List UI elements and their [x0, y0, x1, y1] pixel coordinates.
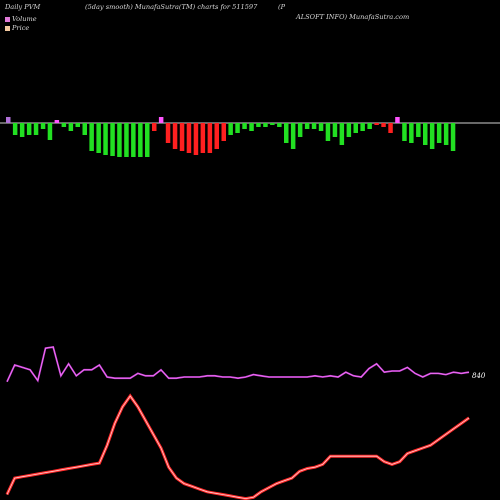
pvm-bar — [103, 123, 108, 155]
legend: Volume Price — [5, 15, 37, 33]
pvm-bar — [172, 123, 178, 149]
pvm-bar — [117, 123, 122, 157]
pvm-bar — [395, 117, 400, 123]
pvm-bar — [138, 123, 143, 157]
pvm-bar — [318, 123, 324, 131]
chart-title-left: Daily PVM — [5, 3, 41, 11]
pvm-bar — [353, 123, 358, 133]
pvm-bar — [152, 123, 157, 131]
pvm-bar — [96, 123, 101, 153]
pvm-bar — [429, 123, 435, 149]
pvm-bar — [110, 123, 115, 156]
pvm-bar — [270, 123, 275, 125]
pvm-bar — [89, 123, 94, 151]
pvm-bar — [47, 123, 53, 140]
pvm-bar — [311, 123, 317, 129]
pvm-bar — [12, 123, 18, 135]
pvm-bar — [200, 123, 206, 153]
pvm-bar — [443, 123, 449, 145]
pvm-bar — [346, 123, 352, 137]
legend-swatch-price — [5, 26, 10, 31]
pvm-bar — [256, 123, 261, 127]
pvm-bars — [6, 117, 456, 157]
pvm-bar — [186, 123, 192, 153]
pvm-bar — [26, 123, 32, 135]
pvm-bar — [325, 123, 331, 141]
pvm-bar — [214, 123, 219, 149]
pvm-bar — [290, 123, 296, 149]
pvm-bar — [367, 123, 372, 129]
legend-label-volume: Volume — [12, 15, 37, 23]
pvm-bar — [228, 123, 233, 135]
pvm-bar — [6, 117, 11, 123]
latest-price-label: 840 — [472, 372, 486, 380]
volume-line-highlight — [6, 346, 470, 382]
pvm-bar — [332, 123, 338, 137]
pvm-bar — [242, 123, 247, 129]
pvm-bar — [381, 123, 386, 127]
pvm-bar — [131, 123, 136, 157]
chart-title-right-2: ALSOFT INFO) MunafaSutra.com — [296, 13, 410, 21]
pvm-bar — [360, 123, 365, 131]
chart-title-center: (5day smooth) MunafaSutra(TM) charts for… — [85, 3, 258, 11]
pvm-bar — [61, 123, 67, 127]
pvm-bar — [221, 123, 226, 141]
pvm-bar — [158, 117, 164, 123]
price-line-highlight — [6, 395, 470, 500]
pvm-bar — [33, 123, 39, 135]
pvm-bar — [450, 123, 456, 151]
pvm-bar — [297, 123, 303, 137]
pvm-bar — [402, 123, 407, 141]
pvm-bar — [388, 123, 393, 133]
pvm-bar — [235, 123, 240, 133]
chart-title-right-1: (P — [278, 3, 286, 11]
pvm-bar — [82, 123, 87, 135]
pvm-bar — [40, 123, 46, 129]
legend-item-volume: Volume — [5, 15, 37, 24]
pvm-bar — [165, 123, 171, 143]
pvm-bar — [436, 123, 442, 143]
pvm-bar — [249, 123, 254, 131]
pvm-bar — [284, 123, 289, 143]
pvm-bar — [68, 123, 74, 131]
volume-line — [6, 345, 470, 383]
pvm-bar — [75, 123, 80, 127]
pvm-bar — [179, 123, 185, 151]
legend-swatch-volume — [5, 17, 10, 22]
pvm-bar — [304, 123, 310, 129]
pvm-bar — [409, 123, 414, 143]
pvm-bar — [263, 123, 268, 127]
pvm-bar — [145, 123, 150, 157]
legend-label-price: Price — [12, 24, 30, 32]
pvm-bar — [339, 123, 345, 145]
pvm-bar — [277, 123, 282, 127]
pvm-bar — [416, 123, 421, 137]
legend-item-price: Price — [5, 24, 37, 33]
pvm-bar — [124, 123, 129, 157]
pvm-bar — [54, 120, 60, 123]
pvm-bar — [193, 123, 199, 155]
pvm-bar — [374, 123, 379, 125]
pvm-bar — [19, 123, 25, 137]
price-line — [5, 393, 470, 500]
pvm-bar — [207, 123, 213, 153]
pvm-bar — [423, 123, 428, 145]
